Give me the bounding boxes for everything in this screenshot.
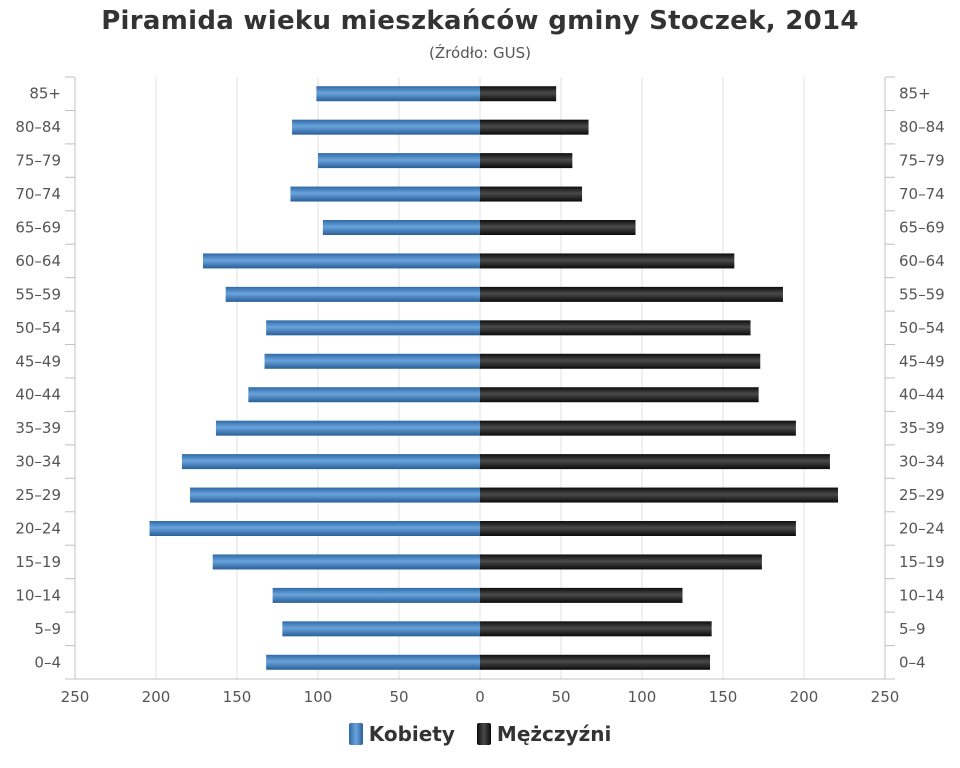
bar-kobiety [248,387,480,403]
y-tick-label-left: 0–4 [34,653,61,671]
y-tick-label-right: 35–39 [899,419,945,437]
chart-subtitle: (Źródło: GUS) [429,44,531,62]
y-tick-label-right: 65–69 [899,219,945,237]
bar-kobiety [215,420,480,436]
bar-kobiety [318,153,480,169]
bar-mezczyzni [480,320,751,336]
bar-mezczyzni [480,420,796,436]
y-tick-label-right: 85+ [899,85,931,103]
x-tick-label: 150 [223,688,252,706]
legend-item-kobiety[interactable]: Kobiety [348,722,455,746]
y-tick-label-left: 80–84 [15,118,61,136]
x-tick-label: 250 [871,688,900,706]
bar-kobiety [225,286,480,302]
y-tick-label-left: 75–79 [15,152,61,170]
bar-mezczyzni [480,253,735,269]
y-tick-label-left: 10–14 [15,586,61,604]
x-tick-label: 150 [709,688,738,706]
bar-kobiety [202,253,481,269]
bar-kobiety [292,119,480,135]
axis-labels: 250 200 150 100 50 0 50 100 150 200 250 85+ 85+ 80–84… [15,85,944,706]
y-tick-label-left: 20–24 [15,520,61,538]
bar-mezczyzni [480,353,761,369]
bar-kobiety [264,353,480,369]
x-tick-label: 200 [142,688,171,706]
legend: Kobiety Mężczyźni [0,722,960,746]
bar-kobiety [322,220,480,235]
bar-mezczyzni [480,119,589,135]
bar-mezczyzni [480,554,762,570]
bar-mezczyzni [480,387,759,403]
y-tick-label-right: 15–19 [899,553,945,571]
bar-mezczyzni [480,86,557,102]
legend-item-mezczyzni[interactable]: Mężczyźni [476,722,612,746]
grid-lines [155,77,805,679]
y-tick-label-right: 80–84 [899,118,945,136]
y-tick-label-left: 35–39 [15,419,61,437]
bars [149,86,839,670]
y-tick-label-left: 85+ [29,85,61,103]
x-tick-label: 250 [61,688,90,706]
bar-kobiety [181,454,481,470]
bar-kobiety [266,320,480,336]
legend-swatch-mezczyzni [476,723,491,745]
bar-mezczyzni [480,487,839,503]
bar-kobiety [190,487,480,503]
y-tick-label-right: 60–64 [899,252,945,270]
x-tick-label: 200 [790,688,819,706]
bar-mezczyzni [480,454,830,470]
axes [65,76,895,680]
y-tick-label-left: 30–34 [15,453,61,471]
y-tick-label-left: 50–54 [15,319,61,337]
y-tick-label-left: 60–64 [15,252,61,270]
bar-mezczyzni [480,521,796,536]
y-tick-label-left: 45–49 [15,352,61,370]
x-tick-label: 100 [628,688,657,706]
legend-label-mezczyzni: Mężczyźni [496,722,612,746]
legend-swatch-kobiety [348,723,363,745]
x-tick-label: 50 [389,688,408,706]
y-tick-label-right: 25–29 [899,486,945,504]
bar-mezczyzni [480,286,783,302]
y-tick-label-right: 45–49 [899,352,945,370]
y-tick-label-right: 50–54 [899,319,945,337]
bar-kobiety [149,521,480,536]
bar-kobiety [290,186,480,202]
y-tick-label-left: 5–9 [34,620,61,638]
x-tick-label: 0 [475,688,485,706]
chart-title: Piramida wieku mieszkańców gminy Stoczek… [101,6,859,36]
x-tick-label: 100 [304,688,333,706]
y-tick-label-left: 25–29 [15,486,61,504]
y-tick-label-right: 5–9 [899,620,926,638]
legend-label-kobiety: Kobiety [368,722,455,746]
y-tick-label-left: 65–69 [15,219,61,237]
y-tick-label-right: 0–4 [899,653,926,671]
bar-kobiety [316,86,480,102]
y-tick-label-left: 55–59 [15,285,61,303]
y-tick-label-right: 10–14 [899,586,945,604]
y-tick-label-right: 40–44 [899,386,945,404]
bar-mezczyzni [480,220,636,235]
y-tick-label-left: 40–44 [15,386,61,404]
y-tick-label-right: 20–24 [899,520,945,538]
bar-kobiety [266,654,480,670]
bar-mezczyzni [480,587,683,603]
bar-kobiety [212,554,480,570]
bar-kobiety [282,621,480,637]
y-tick-label-right: 70–74 [899,185,945,203]
y-tick-label-right: 30–34 [899,453,945,471]
y-tick-label-right: 55–59 [899,285,945,303]
bar-mezczyzni [480,186,583,202]
bar-kobiety [272,587,480,603]
x-tick-label: 50 [551,688,570,706]
y-tick-label-left: 15–19 [15,553,61,571]
y-tick-label-right: 75–79 [899,152,945,170]
bar-mezczyzni [480,654,711,670]
bar-mezczyzni [480,153,573,169]
bar-mezczyzni [480,621,712,637]
y-tick-label-left: 70–74 [15,185,61,203]
